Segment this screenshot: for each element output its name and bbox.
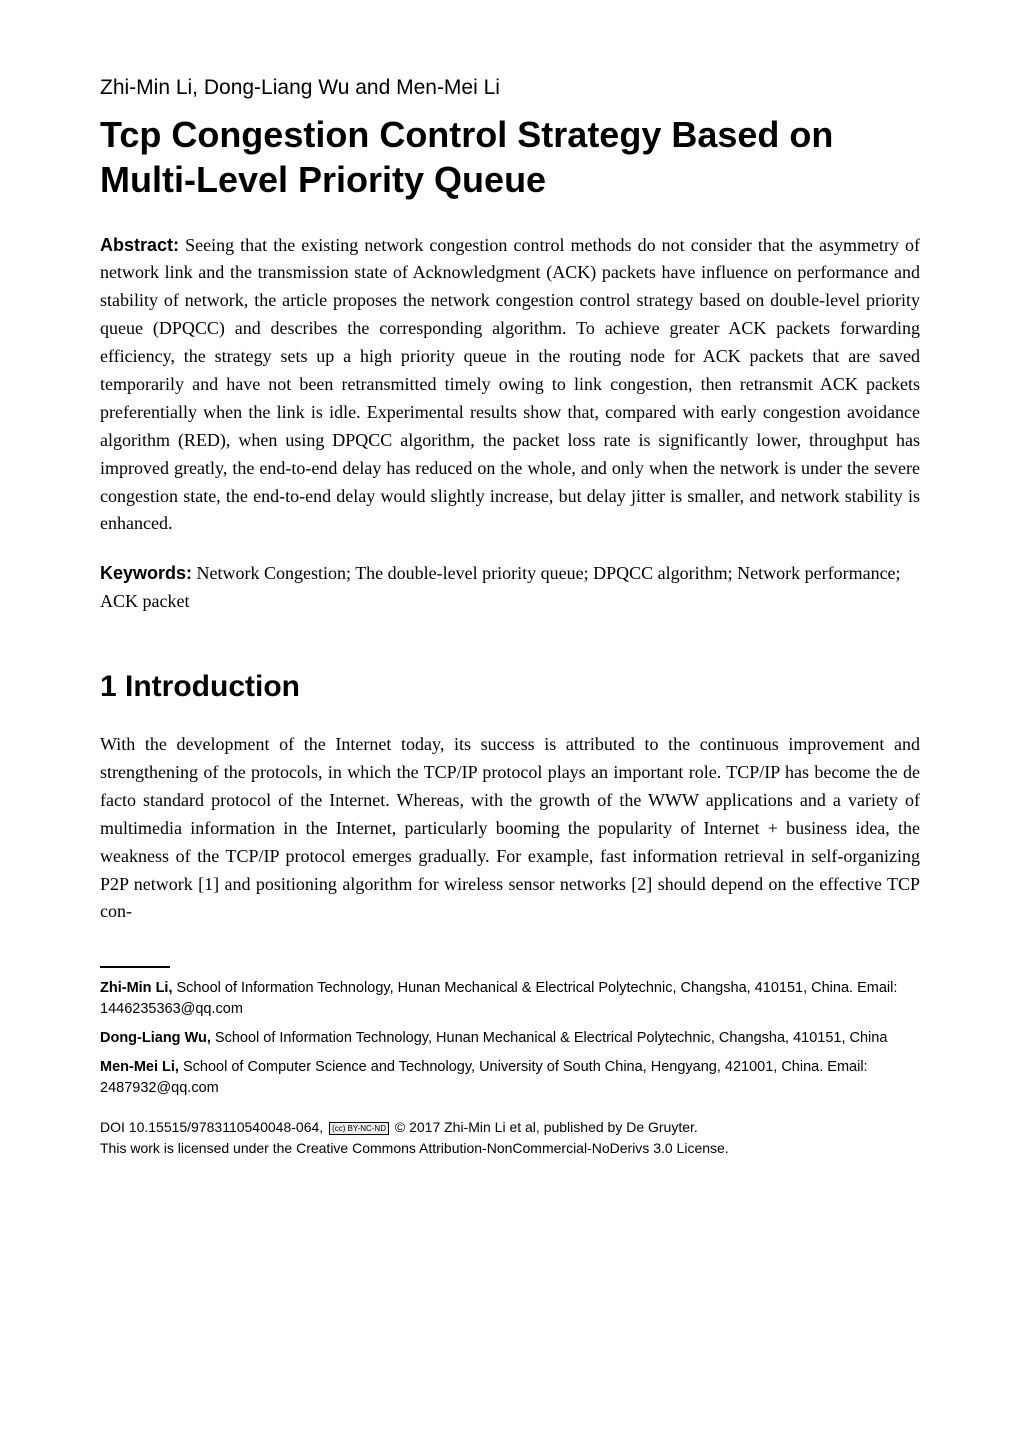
footnote-name-1: Zhi-Min Li, — [100, 980, 172, 996]
abstract-label: Abstract: — [100, 235, 179, 255]
abstract-text: Seeing that the existing network congest… — [100, 235, 920, 534]
paper-title: Tcp Congestion Control Strategy Based on… — [100, 112, 920, 202]
introduction-body: With the development of the Internet tod… — [100, 731, 920, 926]
license-text: This work is licensed under the Creative… — [100, 1140, 729, 1156]
footnote-affiliation-3: School of Computer Science and Technolog… — [100, 1059, 868, 1096]
doi-text: DOI 10.15515/9783110540048-064, — [100, 1119, 327, 1135]
footnote-author-2: Dong-Liang Wu, School of Information Tec… — [100, 1028, 920, 1049]
footnote-affiliation-1: School of Information Technology, Hunan … — [100, 980, 897, 1017]
footnote-name-3: Men-Mei Li, — [100, 1059, 179, 1075]
footnote-divider — [100, 966, 170, 968]
authors: Zhi-Min Li, Dong-Liang Wu and Men-Mei Li — [100, 72, 920, 104]
abstract-paragraph: Abstract: Seeing that the existing netwo… — [100, 232, 920, 539]
footer: DOI 10.15515/9783110540048-064, (cc) BY-… — [100, 1117, 920, 1158]
cc-license-icon: (cc) BY-NC-ND — [329, 1122, 389, 1136]
footnote-author-1: Zhi-Min Li, School of Information Techno… — [100, 978, 920, 1020]
section-heading-introduction: 1 Introduction — [100, 664, 920, 709]
keywords-paragraph: Keywords: Network Congestion; The double… — [100, 560, 920, 616]
keywords-label: Keywords: — [100, 563, 192, 583]
copyright-text: © 2017 Zhi-Min Li et al, published by De… — [391, 1119, 698, 1135]
footnote-author-3: Men-Mei Li, School of Computer Science a… — [100, 1057, 920, 1099]
footnote-name-2: Dong-Liang Wu, — [100, 1030, 211, 1046]
keywords-text: Network Congestion; The double-level pri… — [100, 563, 901, 611]
footnote-affiliation-2: School of Information Technology, Hunan … — [211, 1030, 888, 1046]
